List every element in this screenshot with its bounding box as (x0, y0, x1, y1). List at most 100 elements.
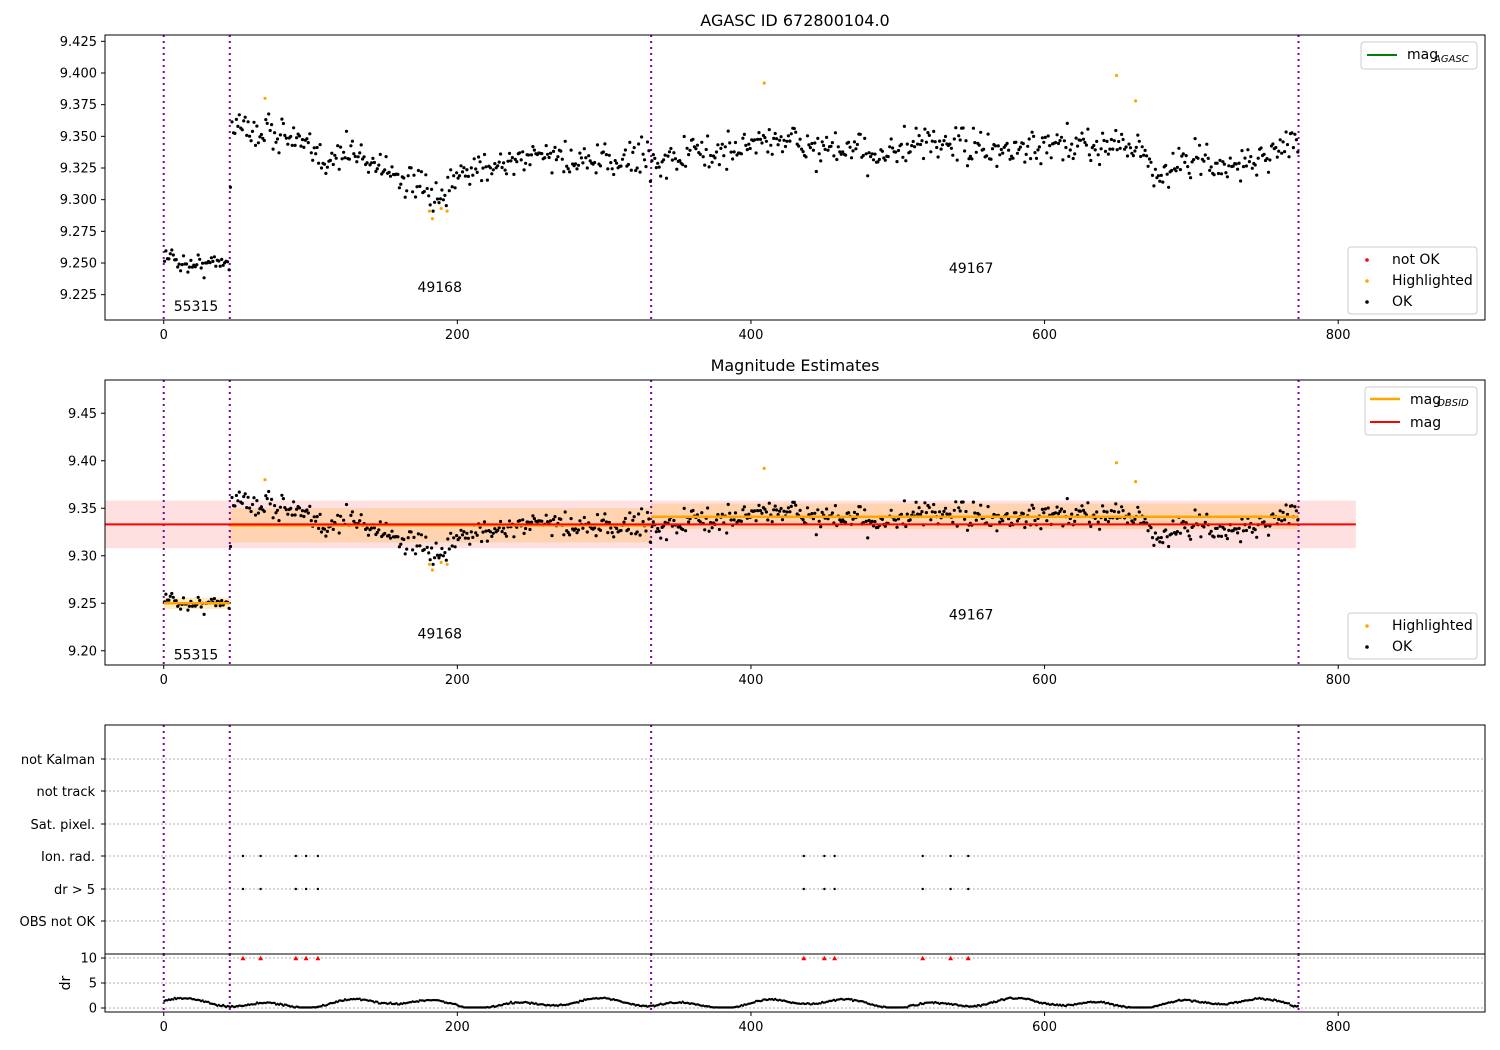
estimates-ok-point (1237, 526, 1241, 531)
agasc-ok-point (180, 263, 184, 267)
estimates-ok-point (717, 527, 722, 532)
agasc-ok-point (328, 158, 332, 162)
estimates-ok-point (789, 504, 793, 508)
estimates-ok-point (490, 534, 494, 539)
estimates-ok-point (1170, 532, 1174, 536)
agasc-legend-bottom: not OK Highlighted OK (1347, 246, 1478, 315)
estimates-ok-point (463, 536, 467, 540)
agasc-highlighted-point (430, 217, 434, 221)
agasc-ok-point (615, 161, 619, 165)
agasc-ok-point (955, 158, 959, 162)
agasc-ok-point (871, 158, 876, 162)
agasc-ok-point (547, 155, 551, 160)
estimates-ok-point (958, 509, 962, 513)
agasc-ok-point (866, 174, 870, 178)
agasc-ok-point (700, 140, 704, 144)
estimates-ok-point (575, 531, 579, 535)
agasc-ok-point (1043, 135, 1047, 139)
agasc-ok-point (905, 142, 909, 146)
estimates-legend-bottom: Highlighted OK (1347, 612, 1478, 660)
agasc-ok-point (664, 176, 669, 180)
agasc-ok-point (342, 150, 346, 154)
estimates-ok-point (465, 531, 469, 535)
dr-point (906, 1006, 909, 1009)
agasc-ok-point (1149, 160, 1153, 164)
estimates-ok-point (453, 545, 457, 549)
agasc-ok-point (748, 146, 752, 151)
agasc-ok-point (817, 152, 821, 156)
estimates-highlighted-point (762, 466, 766, 470)
estimates-ok-point (290, 513, 294, 517)
estimates-y-tick-label: 9.25 (68, 597, 97, 612)
estimates-ok-point (1153, 531, 1157, 535)
estimates-ok-point (780, 518, 785, 522)
agasc-ok-point (480, 179, 484, 183)
agasc-ok-point (371, 156, 375, 160)
dr-point (389, 1001, 392, 1004)
estimates-ok-point (306, 511, 310, 515)
agasc-ok-point (938, 139, 942, 143)
dr-y-tick-label: 0 (89, 1002, 97, 1017)
estimates-ok-point (227, 606, 231, 610)
estimates-ok-point (833, 504, 838, 508)
estimates-ok-point (581, 526, 585, 530)
estimates-ok-point (667, 518, 672, 522)
agasc-ok-point (566, 167, 570, 171)
agasc-ok-point (1283, 150, 1287, 154)
estimates-ok-point (286, 512, 290, 516)
agasc-ok-point (1280, 151, 1284, 155)
estimates-ok-point (942, 509, 946, 513)
estimates-highlighted-point (427, 562, 431, 566)
flag-point (241, 887, 245, 891)
agasc-ok-point (1007, 148, 1011, 152)
dr-point (376, 1000, 379, 1003)
estimates-ok-point (248, 506, 252, 510)
estimates-axes: 0 200 400 600 800 9.20 9.25 9.30 9.35 9.40 9.45 (68, 407, 1351, 688)
estimates-ok-point (339, 514, 343, 518)
agasc-ok-point (568, 170, 572, 174)
estimates-ok-point (566, 530, 570, 535)
estimates-ok-point (459, 528, 463, 532)
agasc-ok-point (1098, 162, 1102, 167)
dr-axes: 0 5 10 0 200 400 600 800 (80, 952, 1350, 1036)
estimates-ok-point (1117, 510, 1121, 514)
agasc-ok-point (926, 131, 930, 135)
agasc-ok-point (1178, 168, 1182, 172)
estimates-ok-point (1027, 508, 1031, 512)
agasc-ok-point (716, 143, 720, 147)
agasc-ok-point (1061, 158, 1065, 162)
agasc-ok-point (405, 189, 409, 193)
estimates-ok-point (604, 520, 609, 524)
agasc-ok-point (201, 261, 205, 265)
estimates-ok-point (1227, 528, 1231, 533)
estimates-ok-point (431, 562, 435, 567)
agasc-ok-point (446, 175, 450, 179)
estimates-ok-point (405, 547, 409, 551)
agasc-ok-point (305, 137, 309, 141)
estimates-ok-point (1280, 519, 1284, 523)
agasc-ok-point (1099, 147, 1103, 151)
agasc-ok-point (397, 186, 401, 190)
agasc-magnitude-panel: AGASC ID 672800104.0 55315 49168 49167 0 20… (60, 11, 1486, 343)
agasc-ok-point (1049, 156, 1053, 160)
flag-point (833, 854, 836, 858)
estimates-ok-point (1001, 519, 1005, 523)
estimates-ok-point (703, 528, 707, 532)
agasc-ok-point (899, 142, 904, 146)
agasc-ok-point (873, 152, 877, 156)
estimates-ok-point (1171, 519, 1175, 523)
agasc-ok-point (889, 137, 893, 141)
agasc-ok-point (560, 157, 564, 161)
agasc-ok-point (785, 139, 789, 143)
agasc-ok-point (331, 162, 335, 167)
estimates-ok-point (522, 531, 526, 536)
estimates-ok-point (390, 529, 394, 533)
estimates-ok-point (819, 525, 823, 529)
agasc-ok-point (1294, 138, 1298, 142)
agasc-ok-point (1249, 155, 1253, 159)
estimates-ok-point (1222, 527, 1226, 531)
agasc-ok-point (895, 160, 899, 164)
estimates-ok-point (760, 511, 764, 515)
agasc-ok-point (786, 134, 791, 138)
agasc-ok-point (961, 126, 965, 130)
